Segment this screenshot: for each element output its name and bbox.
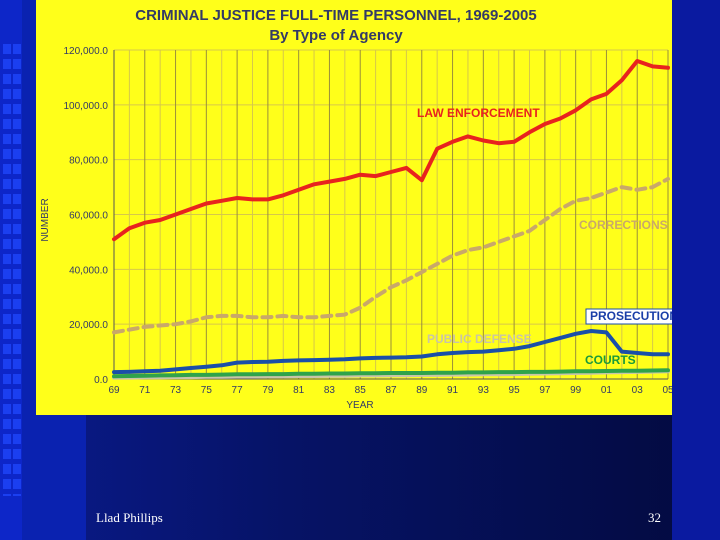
y-tick-label: 100,000.0 xyxy=(64,101,109,112)
chart-subtitle: By Type of Agency xyxy=(269,27,403,44)
x-tick-label: 87 xyxy=(385,385,397,396)
y-tick-label: 0.0 xyxy=(94,375,108,386)
series-line-corrections xyxy=(112,176,670,335)
chart-grid xyxy=(113,49,669,380)
page-number: 32 xyxy=(648,510,661,525)
prosecution-label-box xyxy=(585,308,672,325)
x-tick-label: 75 xyxy=(201,385,213,396)
y-tick-label: 40,000.0 xyxy=(69,265,108,276)
series-label-corrections: CORRECTIONS xyxy=(579,218,668,232)
series-label-law-enforcement: LAW ENFORCEMENT xyxy=(417,106,540,120)
x-tick-label: 97 xyxy=(539,385,551,396)
slide-right-strip xyxy=(672,0,720,540)
y-tick-label: 60,000.0 xyxy=(69,211,108,222)
x-tick-label: 69 xyxy=(108,385,120,396)
x-tick-label: 89 xyxy=(416,385,428,396)
x-tick-label: 77 xyxy=(232,385,244,396)
y-tick-label: 80,000.0 xyxy=(69,156,108,167)
x-tick-label: 71 xyxy=(139,385,151,396)
x-tick-label: 79 xyxy=(262,385,274,396)
chart-panel: CRIMINAL JUSTICE FULL-TIME PERSONNEL, 19… xyxy=(36,0,672,415)
y-tick-label: 120,000.0 xyxy=(64,46,109,57)
chart-series-labels: LAW ENFORCEMENT CORRECTIONS PROSECUTION PUB… xyxy=(417,106,672,367)
x-tick-label: 05 xyxy=(662,385,672,396)
series-label-public-defense: PUBLIC DEFENSE xyxy=(427,332,532,346)
series-label-courts: COURTS xyxy=(585,353,636,367)
chart-axes: 0.0 20,000.0 40,000.0 60,000.0 80,000.0 100,0… xyxy=(64,46,673,396)
x-tick-label: 01 xyxy=(601,385,613,396)
x-tick-label: 99 xyxy=(570,385,582,396)
chart-title: CRIMINAL JUSTICE FULL-TIME PERSONNEL, 19… xyxy=(135,7,536,24)
series-line-law-enforcement xyxy=(112,59,670,242)
y-axis-label: NUMBER xyxy=(40,198,51,241)
series-line-courts xyxy=(112,368,670,379)
x-tick-label: 91 xyxy=(447,385,459,396)
x-tick-label: 81 xyxy=(293,385,305,396)
x-tick-label: 93 xyxy=(478,385,490,396)
series-line-prosecution xyxy=(112,329,670,375)
slide-left-border xyxy=(0,0,22,540)
x-tick-label: 83 xyxy=(324,385,336,396)
series-label-prosecution: PROSECUTION xyxy=(590,309,672,323)
x-axis-label: YEAR xyxy=(346,400,373,411)
x-tick-label: 95 xyxy=(509,385,521,396)
x-tick-label: 85 xyxy=(355,385,367,396)
slide-square-pattern xyxy=(3,44,21,496)
chart-series xyxy=(112,59,670,380)
footer-author: Llad Phillips xyxy=(96,510,163,525)
x-tick-label: 03 xyxy=(632,385,644,396)
y-tick-label: 20,000.0 xyxy=(69,320,108,331)
x-tick-label: 73 xyxy=(170,385,182,396)
line-chart: CRIMINAL JUSTICE FULL-TIME PERSONNEL, 19… xyxy=(40,7,673,411)
